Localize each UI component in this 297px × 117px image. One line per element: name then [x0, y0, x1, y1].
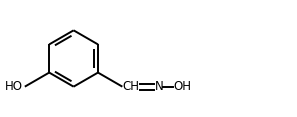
Text: HO: HO	[5, 80, 23, 93]
Text: N: N	[154, 80, 163, 93]
Text: OH: OH	[173, 80, 191, 93]
Text: CH: CH	[122, 80, 139, 93]
